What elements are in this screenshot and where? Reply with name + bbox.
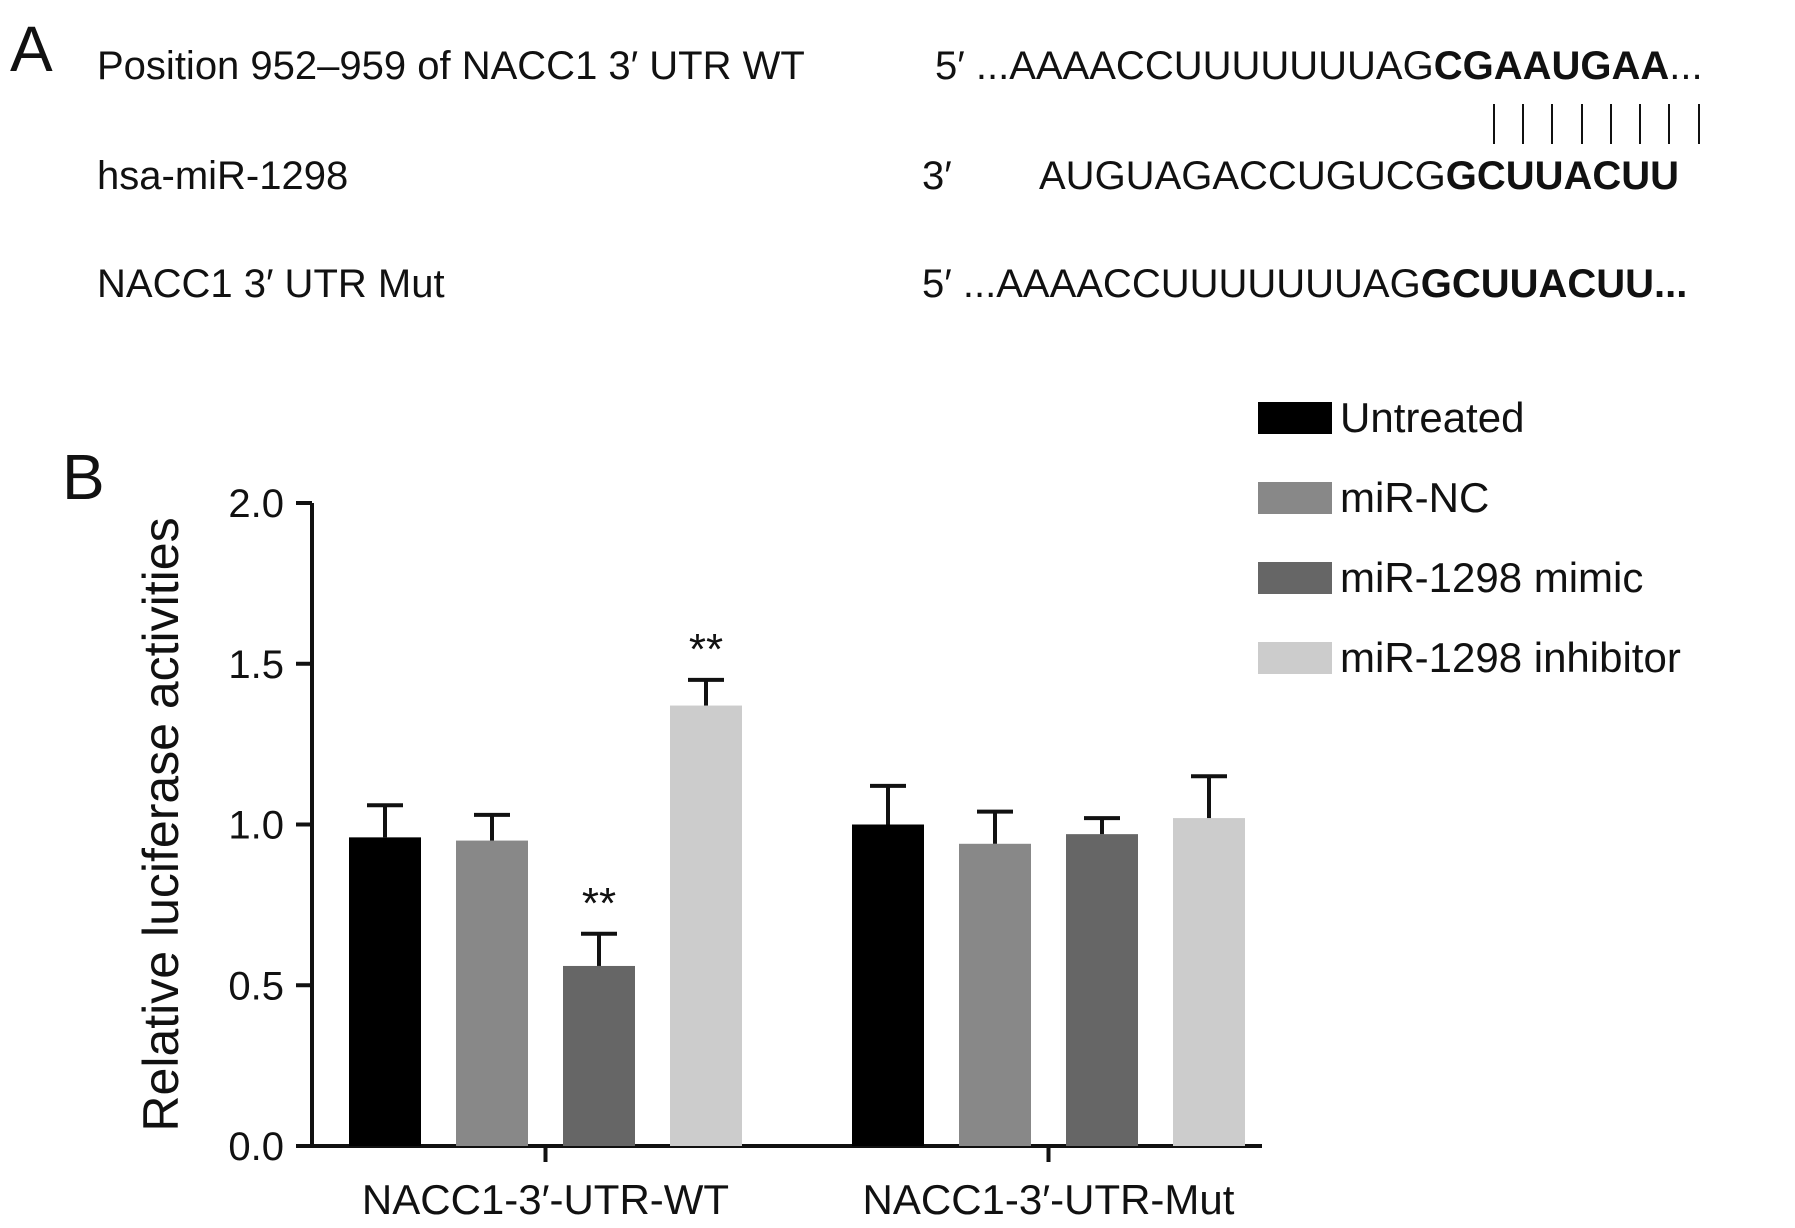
mirna-name: hsa-miR-1298: [97, 154, 349, 198]
y-tick-label: 2.0: [228, 482, 284, 526]
significance-marker: **: [582, 879, 616, 928]
y-tick-label: 1.0: [228, 804, 284, 848]
mirna-sequence: AUGUAGACCUGUCGGCUUACUU: [1039, 154, 1679, 199]
bar: [670, 705, 742, 1146]
mut-utr-seed: GCUUACUU...: [1420, 262, 1688, 306]
legend-label: miR-NC: [1340, 474, 1489, 521]
y-tick-label: 0.0: [228, 1125, 284, 1169]
legend-label: miR-1298 inhibitor: [1340, 634, 1681, 681]
legend-swatch: [1258, 402, 1332, 434]
bar: [1173, 818, 1245, 1146]
bar: [852, 824, 924, 1146]
x-tick-label: NACC1-3′-UTR-WT: [362, 1176, 729, 1223]
y-axis-label: Relative luciferase activities: [133, 517, 189, 1131]
significance-marker: **: [689, 625, 723, 674]
wt-utr-end: 5′: [935, 44, 965, 88]
legend-swatch: [1258, 482, 1332, 514]
wt-utr-name: Position 952–959 of NACC1 3′ UTR WT: [97, 44, 805, 88]
mirna-end: 3′: [922, 154, 952, 198]
legend-swatch: [1258, 562, 1332, 594]
mut-utr-name: NACC1 3′ UTR Mut: [97, 262, 445, 306]
wt-utr-sequence: 5′ ...AAAACCUUUUUUUAGCGAAUGAA...: [935, 44, 1703, 89]
mut-utr-seq: ...AAAACCUUUUUUUAG: [962, 262, 1421, 306]
mirna-seed: GCUUACUU: [1445, 154, 1680, 198]
bar: [959, 843, 1031, 1146]
bar: [349, 837, 421, 1146]
legend-swatch: [1258, 642, 1332, 674]
mut-utr-sequence: 5′ ...AAAACCUUUUUUUAGGCUUACUU...: [922, 262, 1687, 307]
legend-label: Untreated: [1340, 394, 1524, 441]
panel-a-label: A: [10, 13, 53, 85]
luciferase-bar-chart: 0.0 0.5 1.0 1.5 2.0 Relative luciferase activ…: [133, 394, 1681, 1223]
legend-label: miR-1298 mimic: [1340, 554, 1643, 601]
wt-utr-tail: ...: [1669, 44, 1703, 88]
y-tick-label: 0.5: [228, 964, 284, 1008]
mirna-seq: AUGUAGACCUGUCG: [1039, 154, 1446, 198]
bar: [456, 840, 528, 1146]
bar: [563, 965, 635, 1146]
panel-b-label: B: [62, 441, 105, 513]
y-tick-label: 1.5: [228, 643, 284, 687]
mut-utr-end: 5′: [922, 262, 952, 306]
x-tick-label: NACC1-3′-UTR-Mut: [863, 1176, 1235, 1223]
bar: [1066, 834, 1138, 1146]
wt-utr-seq: ...AAAACCUUUUUUUAG: [975, 44, 1434, 88]
wt-utr-seed: CGAAUGAA: [1433, 44, 1670, 88]
